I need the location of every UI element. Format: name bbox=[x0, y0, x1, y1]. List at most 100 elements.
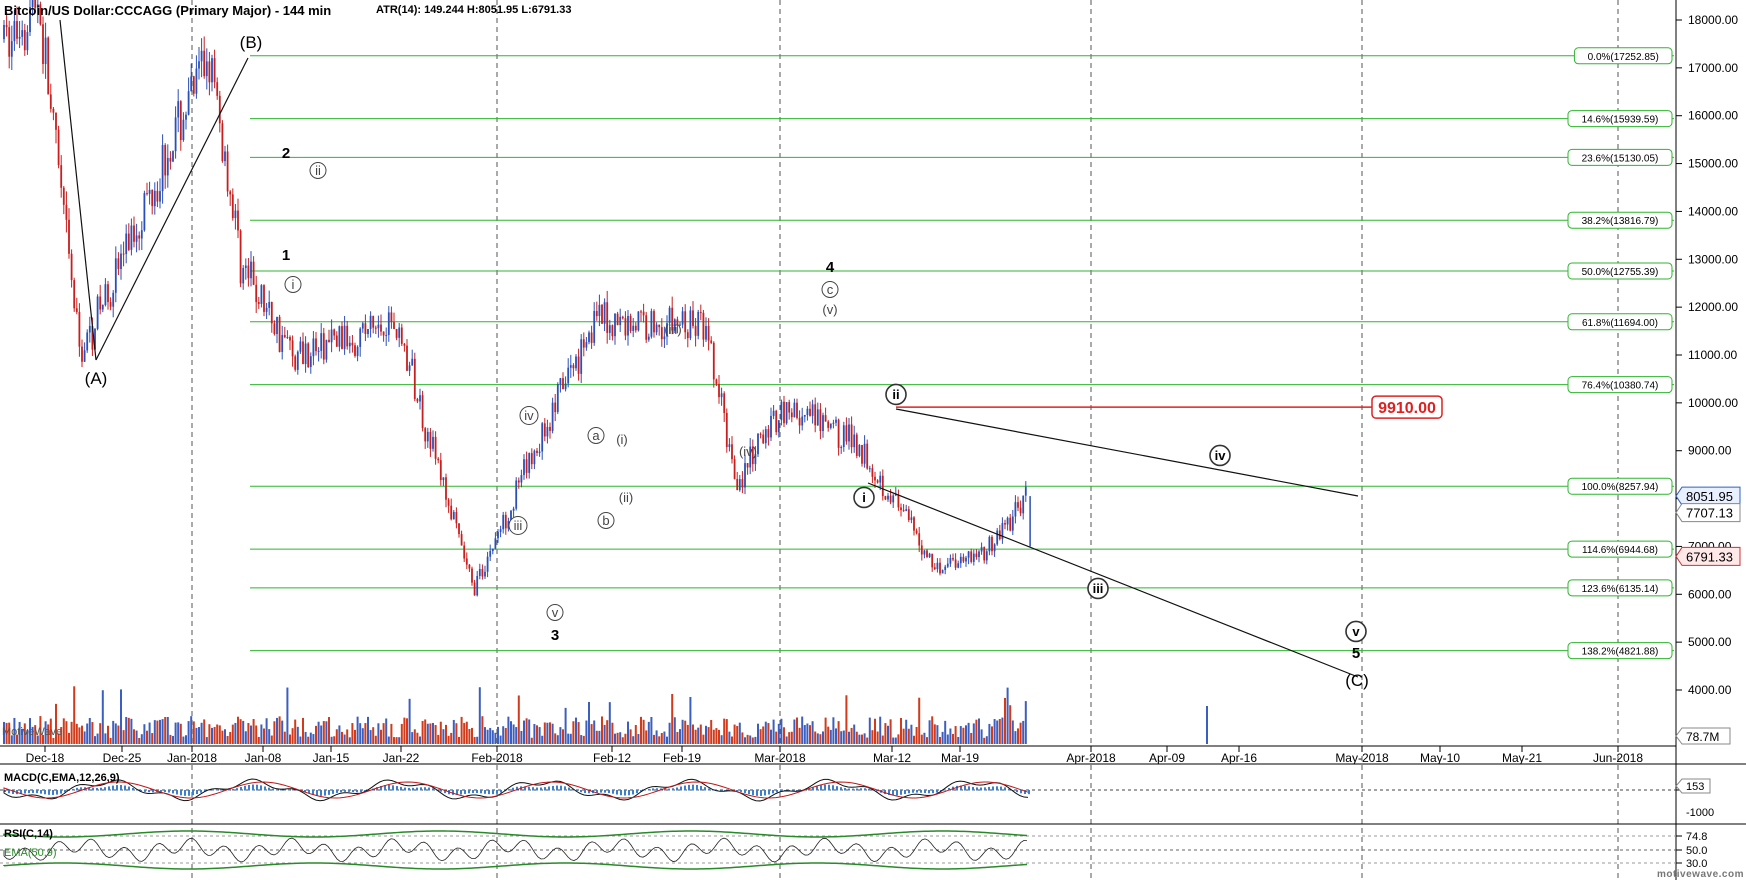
macd-hist-bar bbox=[124, 785, 126, 791]
volume-bar bbox=[166, 716, 169, 744]
candle-body bbox=[907, 509, 910, 521]
candle-body bbox=[905, 509, 908, 511]
candle-body bbox=[640, 311, 642, 313]
fib-levels: 0.0%(17252.85) 14.6%(15939.59) 23.6%(15130… bbox=[250, 47, 1674, 660]
volume-bar bbox=[231, 724, 234, 744]
wave-label: b bbox=[602, 513, 609, 528]
price-pane[interactable] bbox=[0, 0, 1676, 746]
volume-bar bbox=[1017, 728, 1019, 744]
wave-label: i bbox=[292, 277, 295, 292]
wave-circle bbox=[309, 161, 327, 179]
candle-body bbox=[421, 395, 424, 429]
candle-body bbox=[325, 339, 328, 360]
volume-bar bbox=[29, 718, 31, 744]
rsi-line bbox=[3, 837, 1028, 863]
candle-body bbox=[226, 151, 229, 192]
candle-body bbox=[985, 551, 988, 561]
macd-hist-bar bbox=[96, 787, 98, 791]
candle-body bbox=[42, 24, 44, 65]
volume-bar bbox=[190, 716, 193, 744]
macd-hist-bar bbox=[352, 790, 354, 793]
volume-bar bbox=[234, 722, 237, 744]
date-tick-label: May-21 bbox=[1502, 751, 1542, 765]
candle-body bbox=[434, 436, 437, 459]
macd-hist-bar bbox=[328, 790, 330, 795]
volume-bar bbox=[450, 732, 453, 744]
macd-hist-bar bbox=[680, 786, 682, 791]
volume-bar bbox=[429, 723, 432, 744]
volume-bar bbox=[845, 695, 848, 744]
volume-bar bbox=[624, 733, 627, 744]
volume-bar bbox=[447, 735, 450, 744]
macd-hist-bar bbox=[856, 788, 858, 791]
candle-body bbox=[382, 331, 385, 336]
candle-body bbox=[484, 571, 486, 577]
price-tick-label: 10000.00 bbox=[1688, 396, 1738, 410]
candle-body bbox=[302, 341, 304, 365]
volume-bar bbox=[842, 730, 845, 744]
volume-bar bbox=[494, 732, 497, 744]
macd-hist-bar bbox=[668, 788, 670, 791]
volume-bar bbox=[294, 719, 297, 744]
candle-body bbox=[705, 326, 707, 340]
macd-pane[interactable]: 153 -1000 bbox=[0, 778, 1714, 819]
volume-bar bbox=[177, 722, 180, 744]
price-tag: 8051.95 bbox=[1675, 486, 1741, 506]
macd-hist-bar bbox=[28, 790, 30, 794]
candle-body bbox=[608, 325, 611, 333]
macd-hist-bar bbox=[832, 785, 834, 791]
macd-hist-bar bbox=[480, 790, 482, 794]
volume-bar bbox=[86, 723, 89, 744]
volume-bar bbox=[265, 718, 268, 744]
volume-bar bbox=[772, 719, 775, 744]
candle-body bbox=[655, 324, 658, 333]
candle-body bbox=[559, 378, 562, 384]
macd-hist-bar bbox=[256, 784, 258, 791]
candle-body bbox=[88, 325, 91, 333]
candle-body bbox=[723, 393, 726, 413]
candle-body bbox=[624, 318, 627, 336]
volume-bar bbox=[983, 737, 986, 744]
volume-bar bbox=[91, 722, 94, 744]
volume-bar bbox=[546, 722, 549, 744]
volume-bar bbox=[31, 726, 34, 744]
macd-hist-bar bbox=[892, 790, 894, 796]
candle-body bbox=[900, 507, 902, 511]
volume-bar bbox=[426, 723, 429, 744]
volume-bar bbox=[658, 736, 661, 744]
price-candles bbox=[3, 0, 1031, 597]
macd-hist-bar bbox=[440, 790, 442, 792]
candle-body bbox=[283, 335, 286, 338]
candle-body bbox=[153, 190, 156, 207]
volume-bar bbox=[593, 720, 596, 744]
candle-body bbox=[354, 345, 356, 356]
candle-body bbox=[473, 582, 476, 596]
rsi-pane[interactable]: 74.8 50.030.0 bbox=[0, 830, 1707, 870]
volume-bar bbox=[5, 722, 8, 744]
macd-hist-bar bbox=[200, 790, 202, 793]
volume-bar bbox=[517, 695, 520, 744]
macd-hist-bar bbox=[552, 785, 554, 791]
macd-hist-bar bbox=[1024, 790, 1026, 795]
wave-labels: (A)(B)(C)21345iiiiiiivvabc(i)(ii)(iii)(i… bbox=[85, 33, 1369, 690]
macd-hist-bar bbox=[588, 790, 590, 794]
date-tick-label: Mar-2018 bbox=[754, 751, 806, 765]
candle-body bbox=[603, 302, 606, 324]
macd-hist-bar bbox=[548, 786, 550, 791]
volume-bar bbox=[413, 729, 416, 744]
candle-body bbox=[276, 316, 278, 335]
volume-bar bbox=[213, 727, 216, 744]
date-axis[interactable]: Dec-18 Dec-25 Jan-2018 Jan-08 Jan-15 Jan-22 Fe… bbox=[26, 746, 1644, 765]
volume-bar bbox=[897, 734, 900, 744]
candle-body bbox=[588, 332, 590, 343]
price-axis[interactable]: 18000.00 17000.00 16000.00 15000.00 14000.00… bbox=[1675, 13, 1741, 745]
date-tick-label: Feb-2018 bbox=[471, 751, 523, 765]
macd-hist-bar bbox=[244, 785, 246, 791]
volume-bar bbox=[931, 716, 934, 744]
candle-body bbox=[439, 460, 442, 481]
macd-hist-bar bbox=[412, 787, 414, 791]
volume-bar bbox=[767, 723, 770, 744]
candle-body bbox=[996, 530, 999, 545]
candle-body bbox=[70, 253, 73, 281]
